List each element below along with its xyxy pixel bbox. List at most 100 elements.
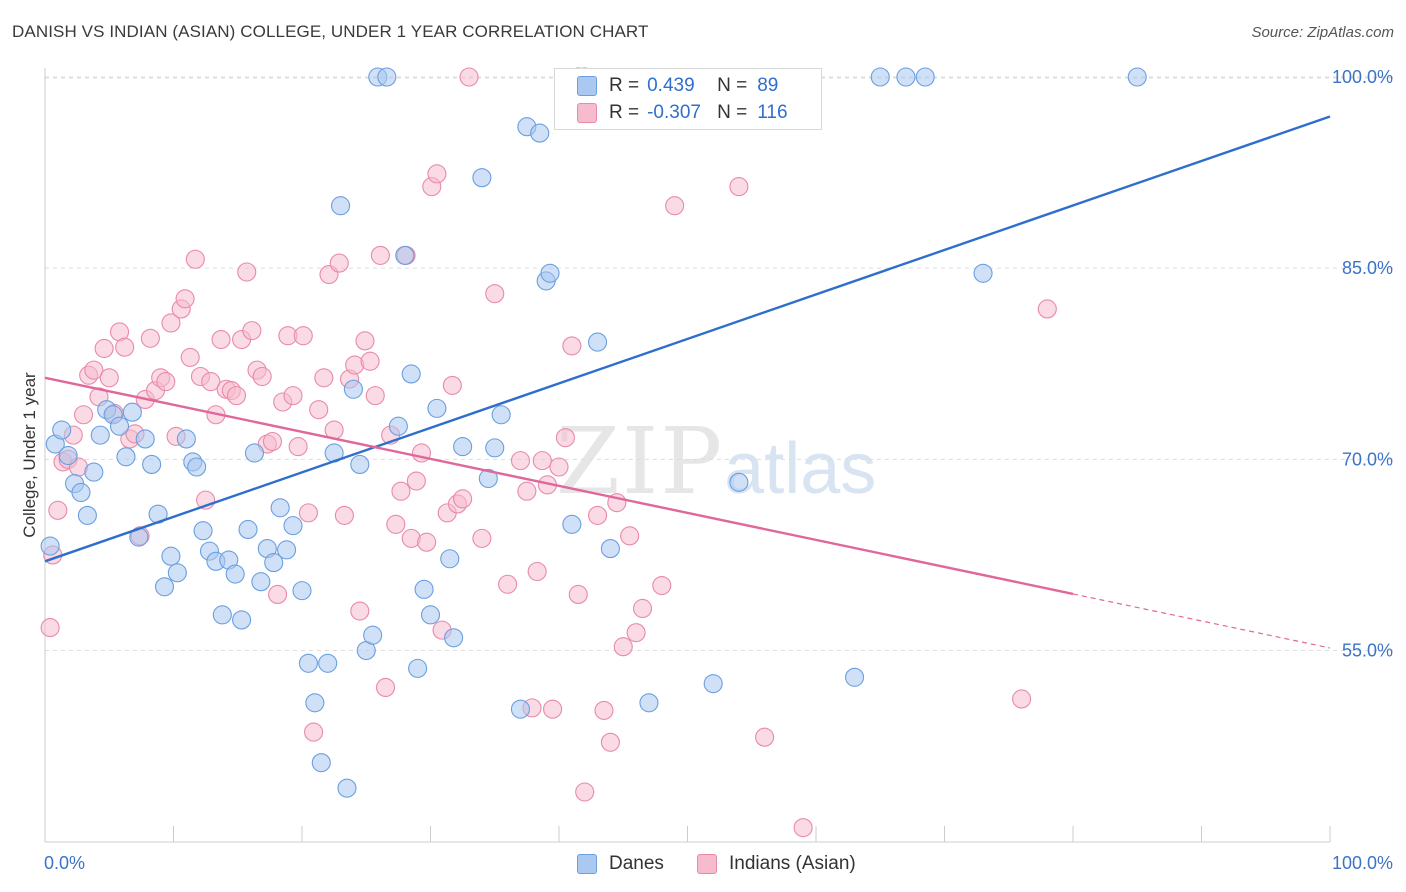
y-tick-label: 70.0% bbox=[1342, 449, 1393, 469]
indians-point bbox=[283, 386, 303, 406]
danes-point bbox=[639, 693, 659, 713]
danes-n-label: N = bbox=[717, 75, 748, 96]
bottom-danes-label: Danes bbox=[609, 853, 664, 874]
indians-point bbox=[555, 428, 575, 448]
danes-point bbox=[420, 605, 441, 625]
danes-point bbox=[844, 667, 865, 687]
danes-point bbox=[1127, 67, 1147, 87]
indians-point bbox=[211, 329, 231, 350]
danes-point bbox=[540, 263, 560, 283]
danes-point bbox=[530, 123, 550, 143]
danes-point bbox=[562, 514, 582, 534]
indians-point bbox=[391, 481, 411, 501]
indians-point bbox=[175, 289, 195, 309]
indians-point bbox=[74, 405, 94, 425]
indians-point bbox=[1037, 299, 1057, 319]
indians-point bbox=[355, 331, 375, 351]
bottom-indians-label: Indians (Asian) bbox=[729, 853, 856, 874]
danes-point bbox=[350, 454, 370, 474]
danes-point bbox=[283, 516, 303, 536]
danes-point bbox=[318, 653, 338, 673]
watermark-zip: ZIP bbox=[556, 408, 725, 515]
legend-row-danes: R = 0.439 N = 89 bbox=[577, 73, 778, 99]
indians-point bbox=[620, 526, 640, 546]
indians-point bbox=[406, 471, 426, 491]
indians-point bbox=[334, 505, 354, 525]
indians-point bbox=[562, 336, 582, 356]
indians-point bbox=[161, 313, 181, 333]
y-tick-label: 100.0% bbox=[1332, 67, 1393, 87]
danes-point bbox=[427, 398, 447, 418]
axis-labels: 55.0% 70.0% 85.0% 100.0% 0.0% 100.0% College, … bbox=[20, 67, 1393, 873]
indians-point bbox=[665, 196, 685, 216]
indians-point bbox=[180, 347, 200, 367]
indians-point bbox=[309, 400, 329, 420]
danes-point bbox=[510, 699, 531, 719]
danes-r-value: 0.439 bbox=[647, 75, 695, 96]
indians-point bbox=[549, 457, 569, 477]
indians-point bbox=[268, 584, 288, 604]
danes-point bbox=[414, 579, 434, 599]
danes-point bbox=[485, 438, 505, 458]
danes-point bbox=[377, 67, 397, 87]
danes-point bbox=[478, 468, 498, 489]
indians-point bbox=[386, 514, 406, 534]
indians-trend-line-extrapolated bbox=[1072, 593, 1331, 649]
indians-point bbox=[652, 575, 672, 596]
indians-point bbox=[288, 437, 308, 457]
bottom-indians-swatch bbox=[697, 854, 717, 874]
watermark: ZIPatlas bbox=[556, 408, 876, 515]
danes-point bbox=[187, 457, 207, 477]
correlation-legend: R = 0.439 N = 89 R = -0.307 N = 116 bbox=[554, 68, 822, 130]
indians-point bbox=[532, 451, 552, 471]
danes-point bbox=[292, 581, 312, 601]
danes-r-label: R = bbox=[609, 75, 640, 96]
indians-n-label: N = bbox=[717, 102, 748, 123]
danes-point bbox=[238, 519, 258, 539]
danes-point bbox=[77, 505, 97, 525]
indians-point bbox=[755, 727, 775, 747]
danes-point bbox=[587, 332, 608, 352]
danes-point bbox=[277, 540, 297, 560]
indians-point bbox=[293, 326, 313, 346]
indians-point bbox=[594, 700, 614, 720]
indians-n-value: 116 bbox=[757, 102, 788, 123]
indians-point bbox=[417, 532, 437, 552]
indians-point bbox=[517, 481, 537, 501]
danes-point bbox=[915, 67, 935, 87]
indians-point bbox=[252, 366, 272, 387]
danes-point bbox=[116, 447, 136, 467]
danes-point bbox=[90, 425, 110, 445]
indians-point bbox=[568, 584, 588, 604]
indians-r-label: R = bbox=[609, 102, 640, 123]
danes-point bbox=[729, 472, 749, 492]
series-danes-points bbox=[40, 67, 1147, 798]
danes-point bbox=[305, 693, 325, 713]
indians-point bbox=[543, 699, 563, 719]
source-label: Source: ZipAtlas.com bbox=[1251, 24, 1394, 41]
indians-point bbox=[510, 451, 531, 471]
indians-point bbox=[360, 351, 380, 371]
indians-point bbox=[632, 598, 653, 619]
indians-point bbox=[365, 386, 385, 406]
danes-point bbox=[337, 778, 357, 798]
danes-point bbox=[298, 653, 318, 673]
danes-point bbox=[444, 628, 464, 648]
indians-point bbox=[1012, 689, 1032, 709]
danes-point bbox=[176, 429, 196, 449]
danes-point bbox=[251, 572, 271, 592]
danes-point bbox=[388, 416, 408, 436]
indians-point bbox=[242, 321, 262, 341]
danes-point bbox=[395, 245, 415, 265]
danes-point bbox=[973, 263, 993, 283]
indians-point bbox=[729, 177, 749, 197]
danes-point bbox=[122, 402, 142, 422]
indians-point bbox=[587, 505, 608, 525]
danes-swatch bbox=[577, 76, 597, 96]
y-tick-label: 55.0% bbox=[1342, 641, 1393, 661]
indians-point bbox=[793, 818, 813, 838]
danes-point bbox=[225, 564, 245, 584]
danes-point bbox=[232, 610, 252, 630]
indians-point bbox=[140, 328, 160, 348]
danes-point bbox=[264, 553, 284, 573]
